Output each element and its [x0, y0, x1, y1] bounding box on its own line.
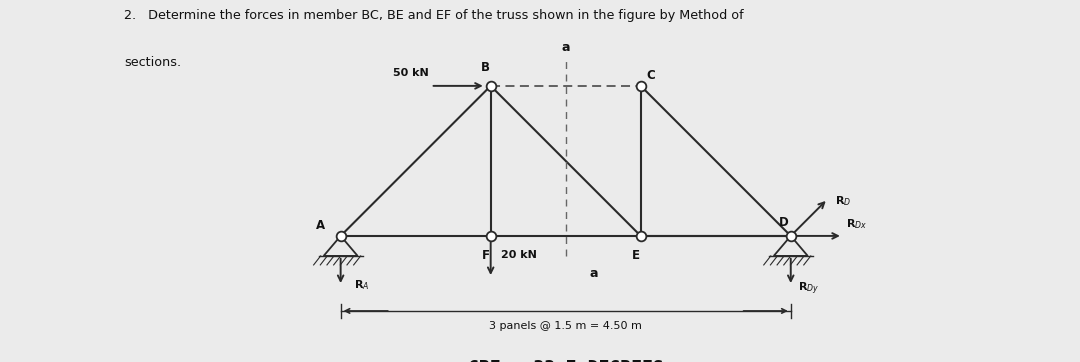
Text: A: A: [316, 219, 325, 232]
Text: sections.: sections.: [124, 56, 181, 69]
Text: 3 panels @ 1.5 m = 4.50 m: 3 panels @ 1.5 m = 4.50 m: [489, 321, 643, 331]
Text: a: a: [562, 41, 570, 54]
Text: CBE = 33.7 DEGREES: CBE = 33.7 DEGREES: [468, 359, 663, 362]
Text: F: F: [482, 249, 489, 262]
Text: R$_{Dy}$: R$_{Dy}$: [798, 280, 819, 297]
Text: B: B: [482, 62, 490, 74]
Text: 50 kN: 50 kN: [393, 68, 429, 78]
Text: R$_{Dx}$: R$_{Dx}$: [846, 217, 867, 231]
Text: R$_D$: R$_D$: [835, 194, 851, 208]
Text: 2.   Determine the forces in member BC, BE and EF of the truss shown in the figu: 2. Determine the forces in member BC, BE…: [124, 9, 744, 22]
Text: D: D: [779, 216, 788, 230]
Text: E: E: [632, 249, 639, 262]
Text: C: C: [646, 70, 656, 83]
Text: a: a: [590, 268, 598, 281]
Text: R$_A$: R$_A$: [353, 278, 369, 292]
Text: 20 kN: 20 kN: [501, 250, 537, 260]
